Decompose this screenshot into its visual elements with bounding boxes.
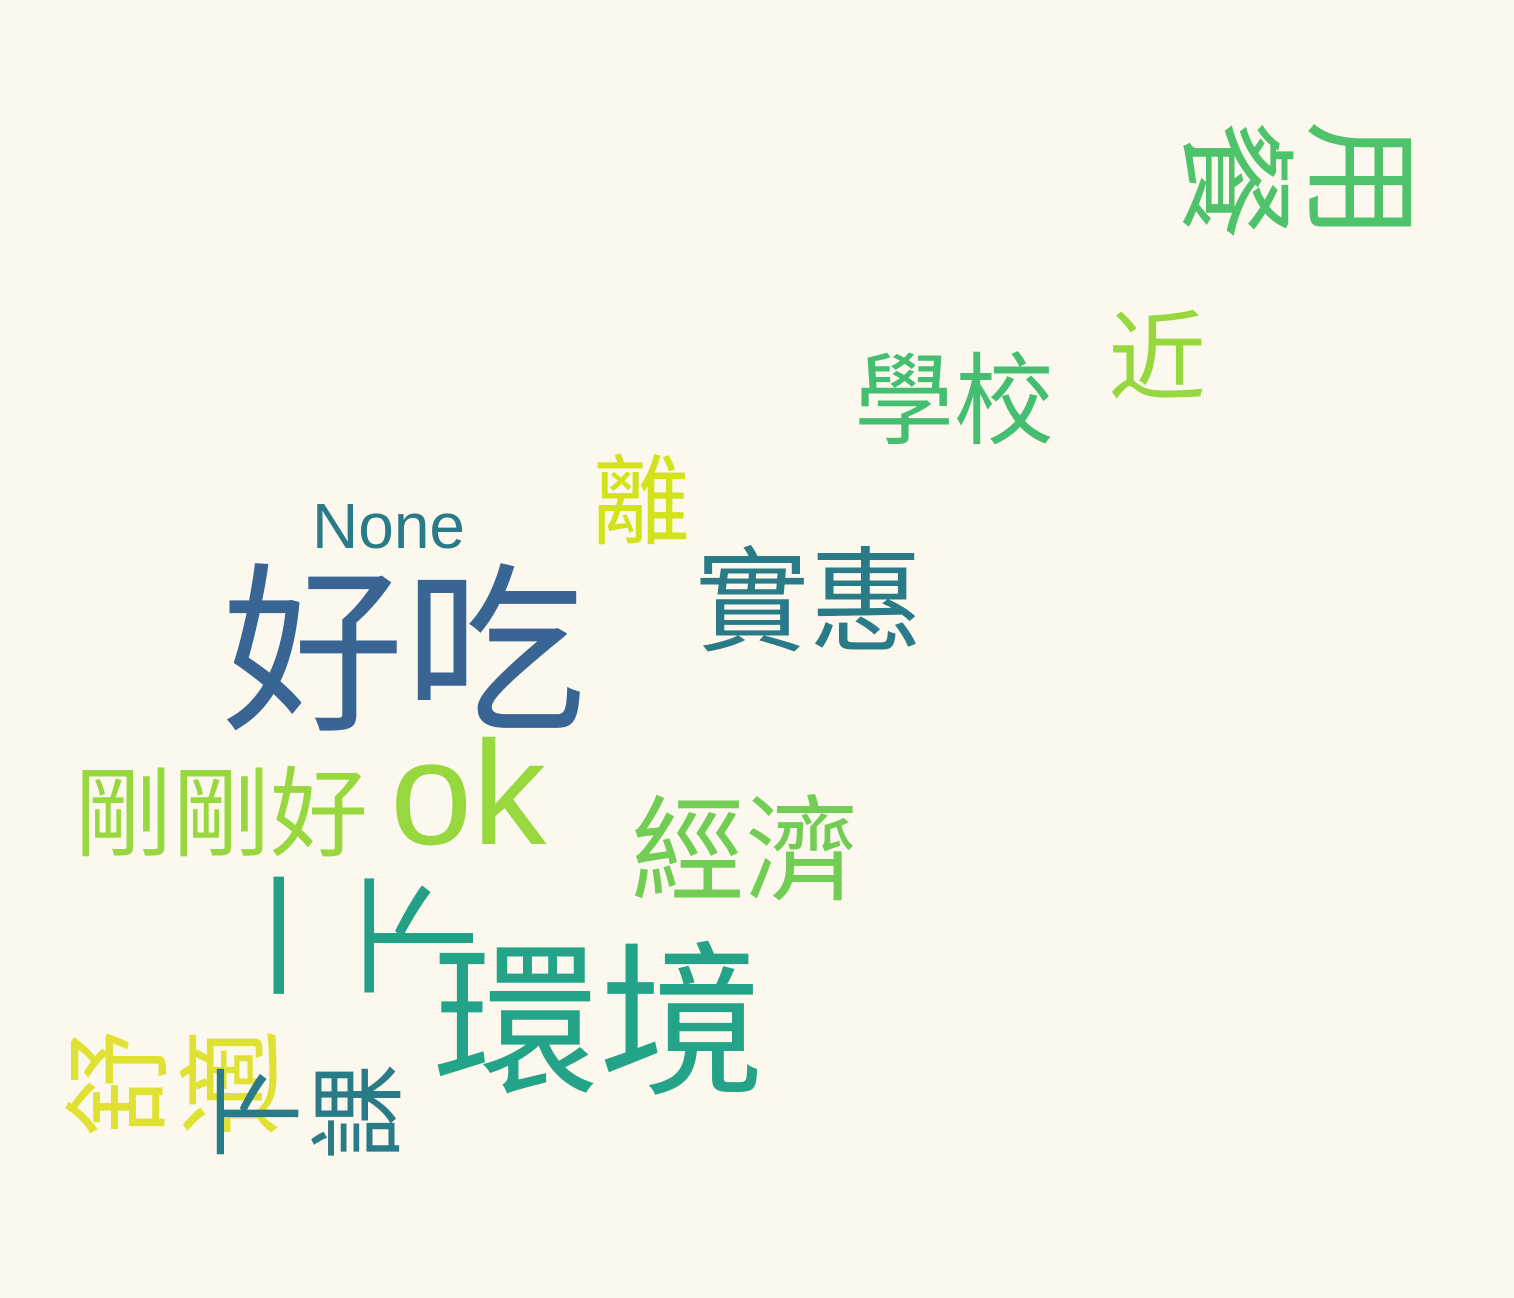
word-jin: 近	[1108, 302, 1207, 416]
word-li: 離	[592, 446, 691, 560]
word-none: None	[312, 490, 465, 562]
word-huanjing: 環境	[433, 928, 765, 1121]
word-shihui: 實惠	[695, 536, 924, 669]
word-yongcan: 用餐	[1172, 99, 1424, 238]
word-jingji: 經濟	[631, 785, 860, 918]
word-ganggang-hao: 剛剛好	[74, 758, 369, 872]
word-xuexiao: 學校	[854, 343, 1054, 460]
word-xiake: 下課	[206, 1064, 410, 1176]
word-ok: ok	[390, 711, 547, 876]
word-haochi: 好吃	[222, 547, 586, 759]
word-yixia: 一下	[216, 873, 484, 1022]
